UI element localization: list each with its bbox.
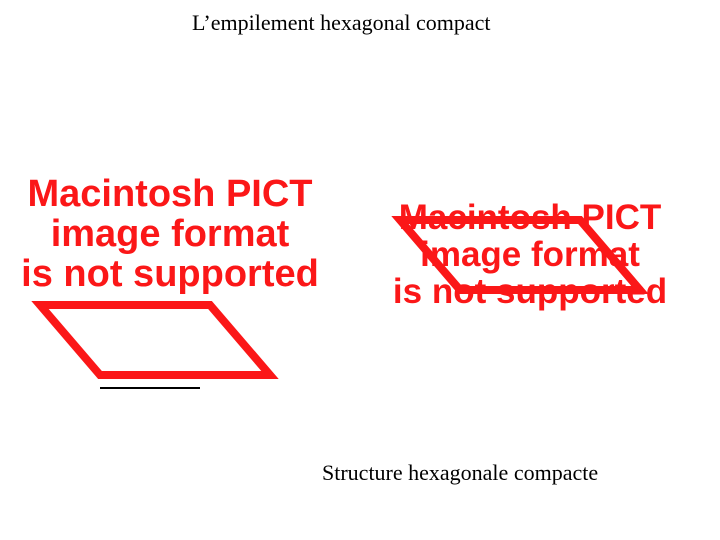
parallelogram-left bbox=[40, 305, 270, 375]
shape-layer bbox=[0, 0, 720, 540]
parallelogram-right bbox=[400, 220, 640, 290]
